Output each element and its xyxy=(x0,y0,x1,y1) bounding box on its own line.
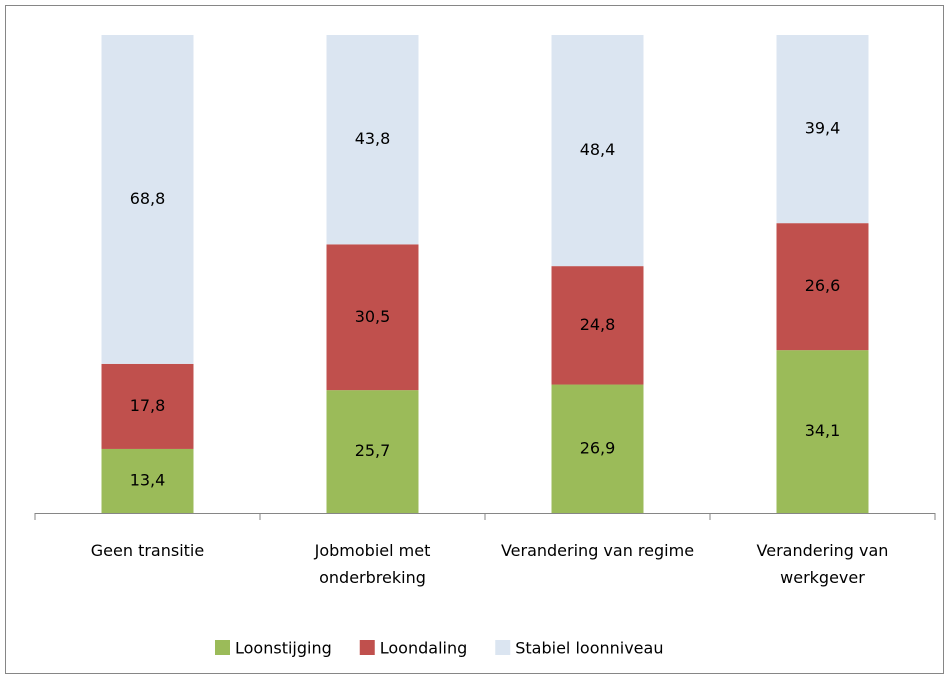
bar-segment xyxy=(776,223,869,351)
data-label: 24,8 xyxy=(580,315,616,334)
legend-swatch xyxy=(215,640,230,655)
legend-label: Loonstijging xyxy=(235,639,332,658)
legend-label: Loondaling xyxy=(380,639,468,658)
bar-segment xyxy=(551,35,644,267)
bar-segment xyxy=(776,35,869,224)
data-label: 34,1 xyxy=(805,421,841,440)
data-label: 43,8 xyxy=(355,129,391,148)
legend-label: Stabiel loonniveau xyxy=(515,639,663,658)
data-label: 25,7 xyxy=(355,441,391,460)
x-tick-label: Jobmobiel met onderbreking xyxy=(314,541,431,587)
bar-segment xyxy=(551,266,644,385)
legend-swatch xyxy=(495,640,511,655)
data-label: 17,8 xyxy=(130,396,166,415)
data-label: 26,6 xyxy=(805,276,841,295)
x-tick-label: Verandering van regime xyxy=(500,541,695,560)
data-label: 26,9 xyxy=(580,438,616,457)
data-label: 39,4 xyxy=(805,119,841,138)
bar-segment xyxy=(551,384,644,513)
bar-segment xyxy=(101,363,194,449)
legend-swatch xyxy=(359,640,375,655)
bar-segment xyxy=(326,35,419,245)
data-label: 48,4 xyxy=(580,140,616,159)
data-label: 30,5 xyxy=(355,307,391,326)
bar-segment xyxy=(326,244,419,391)
x-tick-label: Geen transitie xyxy=(90,541,205,560)
bar-segment xyxy=(101,35,194,364)
data-label: 13,4 xyxy=(130,470,166,489)
bar-segment xyxy=(326,390,419,513)
bar-segment xyxy=(776,350,869,513)
data-label: 68,8 xyxy=(130,189,166,208)
bar-segment xyxy=(101,448,194,513)
x-tick-label: Verandering van werkgever xyxy=(756,541,889,587)
